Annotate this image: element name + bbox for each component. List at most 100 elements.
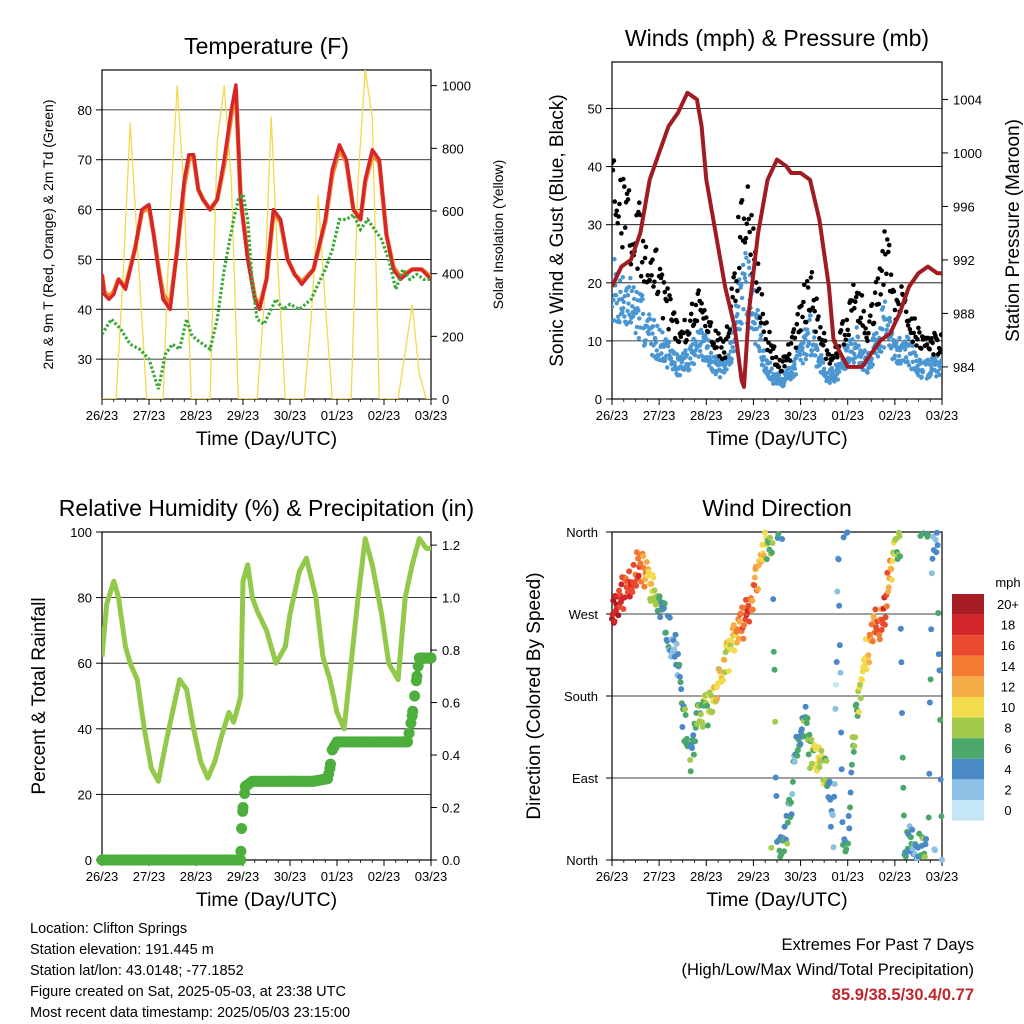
rainfall-point xyxy=(402,736,413,748)
wind-point xyxy=(680,359,685,364)
colorbar: mph 20+ 18 16 14 12 10 8 6 4 2 0 xyxy=(952,575,1021,821)
wind-point xyxy=(905,359,910,364)
direction-point xyxy=(834,588,841,595)
gust-point xyxy=(739,198,745,203)
direction-point xyxy=(848,769,855,776)
direction-point xyxy=(802,703,809,710)
direction-point xyxy=(683,735,690,742)
direction-point xyxy=(640,553,647,560)
gust-point xyxy=(667,293,672,298)
direction-point xyxy=(922,841,929,848)
y2-axis-label: Solar Insolation (Yellow) xyxy=(490,160,506,310)
gust-point xyxy=(716,331,721,336)
wind-point xyxy=(724,367,729,372)
series-station-pressure xyxy=(612,90,942,389)
wind-point xyxy=(837,369,842,374)
wind-point xyxy=(938,366,942,371)
gust-point xyxy=(761,329,767,335)
wind-point xyxy=(612,257,617,262)
wind-point xyxy=(677,373,683,378)
wind-point xyxy=(853,355,858,360)
x-tick-label: 26/23 xyxy=(596,869,629,884)
gust-point xyxy=(615,220,620,226)
gust-point xyxy=(708,320,714,325)
rainfall-point xyxy=(326,744,338,756)
wind-point xyxy=(835,377,840,382)
wind-point xyxy=(881,345,887,350)
direction-point xyxy=(648,580,655,587)
gust-point xyxy=(857,320,863,325)
wind-point xyxy=(797,352,803,357)
gust-point xyxy=(768,349,773,354)
wind-point xyxy=(684,352,690,358)
gust-point xyxy=(911,330,916,336)
direction-point xyxy=(855,708,862,715)
gust-point xyxy=(676,339,682,345)
gust-point xyxy=(620,245,625,250)
wind-point xyxy=(920,369,926,374)
gust-point xyxy=(905,323,911,328)
wind-point xyxy=(650,324,656,329)
direction-point xyxy=(640,564,647,571)
direction-point xyxy=(767,534,773,541)
gust-point xyxy=(670,318,675,324)
direction-point xyxy=(721,656,728,663)
wind-point xyxy=(808,313,813,318)
y2-tick-label: 996 xyxy=(953,199,975,214)
rainfall-point xyxy=(236,823,248,834)
direction-point xyxy=(882,614,889,621)
x-tick-label: 03/23 xyxy=(415,408,448,423)
wind-point xyxy=(764,366,769,371)
wind-point xyxy=(743,279,749,285)
direction-panel: 26/23 27/23 28/23 29/23 30/23 01/23 02/23 03/23… xyxy=(524,495,1021,911)
extremes-values: 85.9/38.5/30.4/0.77 xyxy=(831,986,974,1004)
wind-point xyxy=(713,372,718,377)
wind-point xyxy=(699,330,705,335)
humidity-panel: 26/23 27/23 28/23 29/23 30/23 01/23 02/23 03/23… xyxy=(29,495,474,911)
direction-point xyxy=(885,584,892,591)
x-axis-label: Time (Day/UTC) xyxy=(196,428,337,450)
series-wind-direction xyxy=(609,529,945,863)
direction-point xyxy=(843,846,850,853)
wind-point xyxy=(654,348,659,353)
direction-point xyxy=(745,602,752,609)
wind-point xyxy=(638,325,643,330)
wind-point xyxy=(821,366,827,371)
wind-point xyxy=(767,360,773,365)
direction-point xyxy=(704,702,711,709)
rainfall-point xyxy=(246,775,258,787)
gust-point xyxy=(798,328,803,333)
direction-point xyxy=(937,716,944,723)
wind-point xyxy=(626,301,631,306)
wind-point xyxy=(657,327,662,332)
direction-point xyxy=(888,566,895,573)
gust-point xyxy=(822,338,828,344)
x-tick-label: 27/23 xyxy=(643,408,676,423)
wind-point xyxy=(757,324,763,329)
wind-point xyxy=(690,342,695,347)
gust-point xyxy=(727,327,733,332)
direction-point xyxy=(709,708,716,715)
direction-point xyxy=(740,635,747,642)
direction-point xyxy=(610,597,617,604)
y2-tick-label: 1.2 xyxy=(442,538,460,553)
direction-point xyxy=(775,531,782,538)
wind-point xyxy=(805,331,811,336)
wind-point xyxy=(771,381,776,386)
wind-point xyxy=(800,345,805,350)
rainfall-point xyxy=(235,854,247,866)
gust-point xyxy=(927,347,932,352)
x-tick-label: 03/23 xyxy=(926,408,959,423)
wind-point xyxy=(882,299,888,304)
wind-point xyxy=(737,327,742,332)
direction-point xyxy=(897,553,904,560)
gust-point xyxy=(824,348,830,353)
wind-point xyxy=(636,308,641,313)
rainfall-point xyxy=(411,670,423,682)
wind-point xyxy=(650,331,655,336)
gust-point xyxy=(803,319,809,325)
gust-point xyxy=(643,244,649,250)
gust-point xyxy=(876,301,882,307)
direction-point xyxy=(884,569,891,576)
gust-point xyxy=(860,323,866,328)
